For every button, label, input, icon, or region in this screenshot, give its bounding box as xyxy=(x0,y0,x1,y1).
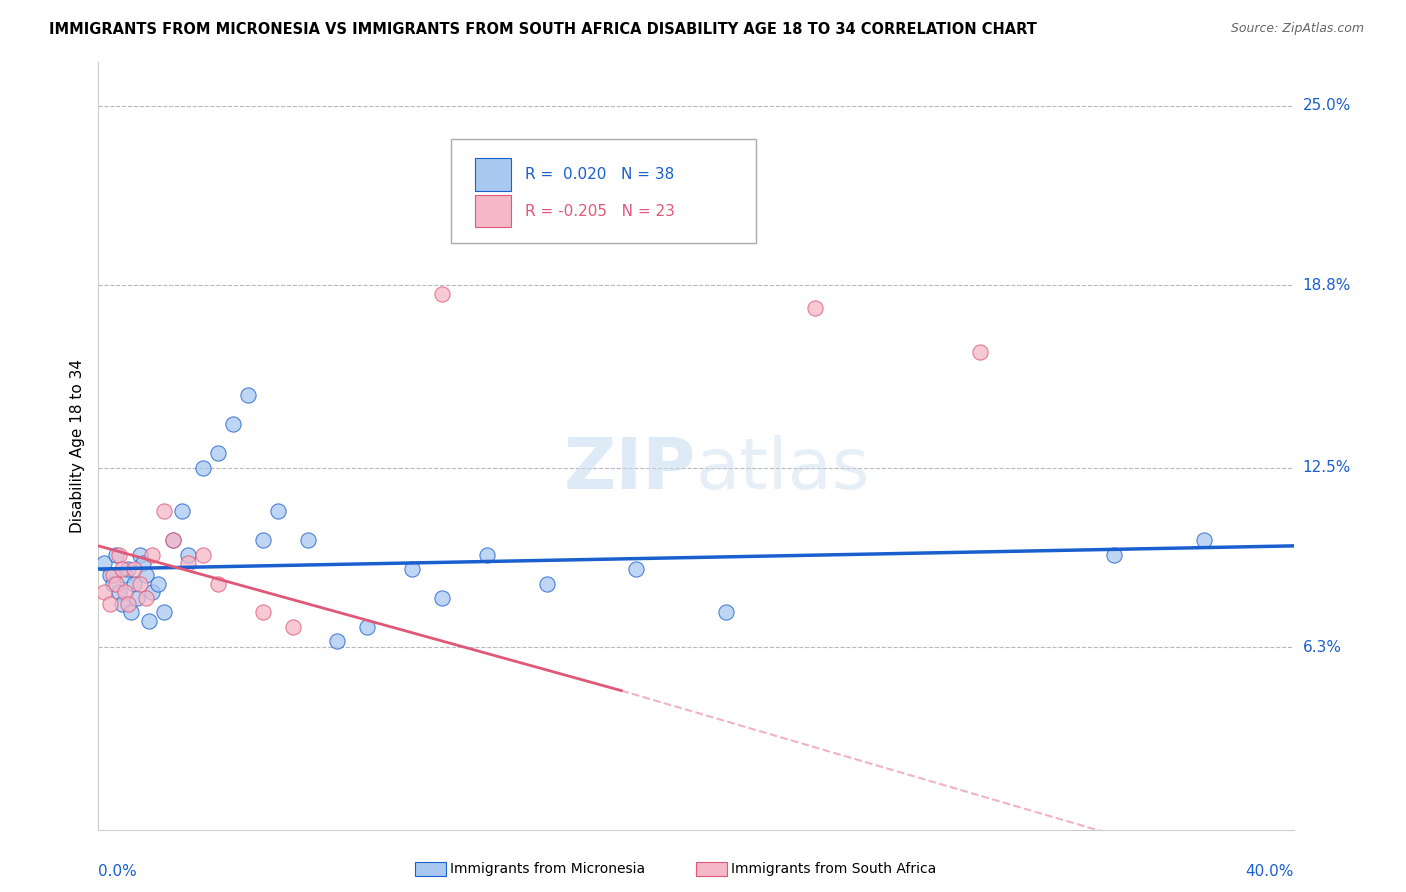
Point xyxy=(120,606,142,620)
Text: 0.0%: 0.0% xyxy=(98,864,138,880)
Point xyxy=(475,548,498,562)
Point xyxy=(111,562,134,576)
Point xyxy=(117,597,139,611)
Point xyxy=(177,556,200,570)
Point xyxy=(153,504,176,518)
Point xyxy=(969,345,991,359)
Point xyxy=(281,620,304,634)
Point xyxy=(93,585,115,599)
Text: atlas: atlas xyxy=(696,434,870,503)
Text: Immigrants from South Africa: Immigrants from South Africa xyxy=(731,862,936,876)
Point xyxy=(98,567,122,582)
Point xyxy=(297,533,319,547)
Text: R =  0.020   N = 38: R = 0.020 N = 38 xyxy=(524,167,675,182)
Point xyxy=(172,504,194,518)
Point xyxy=(236,388,259,402)
Text: 40.0%: 40.0% xyxy=(1246,864,1294,880)
Point xyxy=(267,504,290,518)
Point xyxy=(132,556,155,570)
Point xyxy=(207,446,229,460)
Point xyxy=(430,287,453,301)
Point xyxy=(1104,548,1126,562)
Point xyxy=(105,548,128,562)
Point xyxy=(114,567,136,582)
Point xyxy=(108,548,131,562)
Point xyxy=(191,548,214,562)
Point xyxy=(401,562,423,576)
Point xyxy=(93,556,115,570)
Point xyxy=(141,548,163,562)
Point xyxy=(252,606,274,620)
Point xyxy=(127,591,149,605)
Point xyxy=(626,562,648,576)
Point xyxy=(138,614,160,628)
Text: 12.5%: 12.5% xyxy=(1302,460,1351,475)
Point xyxy=(520,200,543,214)
Point xyxy=(252,533,274,547)
Point xyxy=(162,533,184,547)
Point xyxy=(114,585,136,599)
Point xyxy=(105,576,128,591)
Text: ZIP: ZIP xyxy=(564,434,696,503)
FancyBboxPatch shape xyxy=(475,195,510,227)
Point xyxy=(124,562,146,576)
Point xyxy=(129,576,152,591)
Point xyxy=(714,606,737,620)
Point xyxy=(356,620,378,634)
Point xyxy=(222,417,245,432)
Text: Source: ZipAtlas.com: Source: ZipAtlas.com xyxy=(1230,22,1364,36)
Point xyxy=(148,576,170,591)
Text: 18.8%: 18.8% xyxy=(1302,277,1351,293)
Text: Immigrants from Micronesia: Immigrants from Micronesia xyxy=(450,862,645,876)
Point xyxy=(804,301,827,316)
Point xyxy=(430,591,453,605)
Point xyxy=(129,548,152,562)
Point xyxy=(117,562,139,576)
Text: IMMIGRANTS FROM MICRONESIA VS IMMIGRANTS FROM SOUTH AFRICA DISABILITY AGE 18 TO : IMMIGRANTS FROM MICRONESIA VS IMMIGRANTS… xyxy=(49,22,1038,37)
Point xyxy=(207,576,229,591)
Point xyxy=(536,576,558,591)
Point xyxy=(108,585,131,599)
Point xyxy=(135,567,157,582)
Text: 6.3%: 6.3% xyxy=(1302,640,1341,655)
Point xyxy=(124,576,146,591)
FancyBboxPatch shape xyxy=(475,158,510,191)
Point xyxy=(153,606,176,620)
Point xyxy=(141,585,163,599)
Point xyxy=(1192,533,1215,547)
Point xyxy=(103,567,125,582)
Text: 25.0%: 25.0% xyxy=(1302,98,1351,113)
Point xyxy=(98,597,122,611)
Point xyxy=(326,634,349,648)
Point xyxy=(162,533,184,547)
Point xyxy=(191,460,214,475)
Y-axis label: Disability Age 18 to 34: Disability Age 18 to 34 xyxy=(69,359,84,533)
FancyBboxPatch shape xyxy=(451,139,756,243)
Point xyxy=(111,597,134,611)
Point xyxy=(135,591,157,605)
Point xyxy=(103,576,125,591)
Point xyxy=(177,548,200,562)
Text: R = -0.205   N = 23: R = -0.205 N = 23 xyxy=(524,203,675,219)
